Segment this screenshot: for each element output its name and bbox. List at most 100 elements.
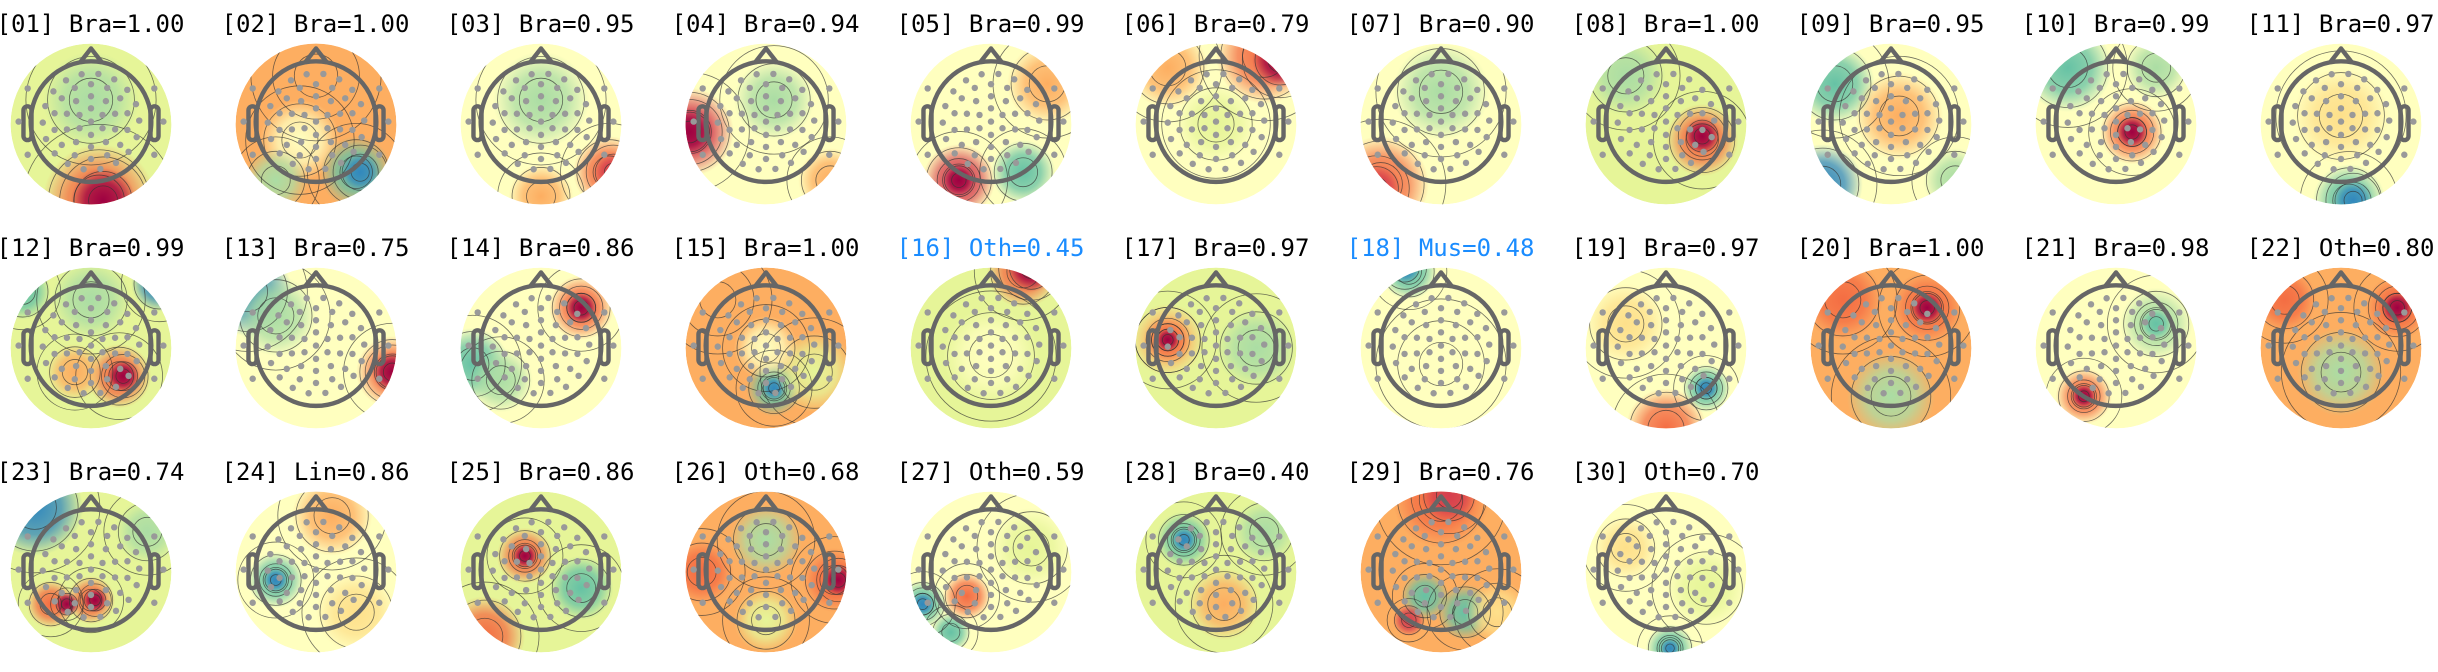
electrode bbox=[342, 543, 349, 550]
electrode bbox=[1625, 88, 1632, 95]
electrode bbox=[42, 102, 49, 110]
electrode bbox=[124, 86, 131, 94]
electrode bbox=[1229, 600, 1236, 607]
electrode bbox=[151, 151, 158, 158]
electrode bbox=[521, 376, 528, 383]
electrode bbox=[2274, 309, 2281, 316]
electrode bbox=[951, 350, 958, 358]
electrode bbox=[1904, 152, 1911, 159]
electrode bbox=[1449, 559, 1456, 567]
electrode bbox=[2321, 308, 2328, 316]
electrode bbox=[492, 326, 499, 334]
electrode bbox=[2349, 111, 2356, 119]
electrode bbox=[2089, 384, 2096, 392]
electrode bbox=[2326, 349, 2333, 356]
electrode bbox=[2308, 95, 2315, 102]
electrode bbox=[1176, 334, 1183, 341]
contour-line bbox=[49, 346, 101, 398]
electrode bbox=[987, 355, 995, 363]
electrode bbox=[762, 603, 770, 611]
electrode bbox=[87, 304, 95, 312]
nose-icon bbox=[78, 46, 104, 65]
electrode bbox=[1237, 159, 1245, 167]
electrode bbox=[2352, 97, 2360, 105]
electrode bbox=[1224, 125, 1231, 132]
left-ear-icon bbox=[1371, 328, 1384, 367]
electrode bbox=[1815, 342, 1822, 349]
electrode bbox=[1201, 125, 1208, 132]
electrode bbox=[1249, 86, 1256, 94]
electrode bbox=[717, 550, 724, 558]
electrode bbox=[786, 574, 794, 581]
electrode bbox=[513, 558, 521, 565]
electrode bbox=[714, 567, 721, 574]
field-blob bbox=[1854, 71, 1944, 161]
electrode bbox=[1454, 308, 1461, 316]
nose-icon bbox=[2328, 270, 2354, 289]
electrode bbox=[80, 614, 87, 621]
electrode bbox=[1437, 541, 1445, 548]
contour-line bbox=[1167, 523, 1201, 557]
electrode bbox=[1276, 309, 1283, 316]
electrode bbox=[2076, 374, 2083, 381]
electrode bbox=[939, 119, 946, 126]
electrode bbox=[1224, 111, 1231, 119]
electrode bbox=[514, 608, 521, 616]
electrode bbox=[513, 334, 521, 341]
electrode bbox=[537, 379, 545, 387]
electrode bbox=[2301, 334, 2308, 341]
electrode bbox=[1461, 558, 1469, 565]
electrode bbox=[87, 155, 95, 163]
electrode bbox=[1250, 596, 1257, 604]
electrode bbox=[762, 329, 770, 336]
component-title: [30] Oth=0.70 bbox=[1571, 458, 1760, 486]
left-ear-icon bbox=[2271, 328, 2284, 367]
electrode bbox=[726, 558, 733, 565]
electrode bbox=[1449, 335, 1456, 343]
electrode bbox=[971, 308, 978, 316]
nose-icon bbox=[528, 270, 554, 289]
electrode bbox=[762, 80, 770, 88]
electrode bbox=[267, 326, 274, 334]
contour-line bbox=[2070, 383, 2097, 410]
electrode bbox=[717, 135, 725, 143]
electrode bbox=[312, 80, 320, 88]
electrode bbox=[787, 383, 795, 391]
electrode bbox=[1708, 581, 1715, 589]
electrode bbox=[1430, 390, 1437, 397]
contour-line bbox=[485, 365, 516, 396]
electrode bbox=[1285, 566, 1292, 573]
electrode bbox=[1196, 600, 1203, 607]
electrode bbox=[1670, 518, 1677, 526]
electrode bbox=[1017, 141, 1024, 149]
electrode bbox=[1227, 545, 1235, 553]
electrode bbox=[1032, 548, 1040, 556]
contour-line bbox=[2078, 390, 2090, 403]
electrode bbox=[2362, 159, 2370, 167]
electrode bbox=[1227, 97, 1235, 105]
ica-component-15: [15] Bra=1.00 bbox=[653, 224, 878, 448]
electrode bbox=[1033, 133, 1040, 141]
electrode bbox=[1897, 165, 1904, 173]
electrode bbox=[1002, 97, 1010, 105]
electrode bbox=[124, 310, 131, 318]
electrode bbox=[751, 125, 758, 132]
electrode bbox=[987, 566, 995, 573]
electrode bbox=[1401, 374, 1408, 381]
ica-component-1: [01] Bra=1.00 bbox=[0, 0, 203, 224]
electrode bbox=[71, 308, 78, 316]
electrode bbox=[2149, 110, 2156, 117]
electrode bbox=[1646, 84, 1653, 92]
electrode bbox=[774, 125, 781, 132]
electrode bbox=[297, 138, 305, 146]
electrode bbox=[1242, 141, 1249, 149]
head-outline bbox=[21, 270, 161, 409]
electrode bbox=[2049, 151, 2056, 158]
electrode bbox=[283, 141, 290, 149]
electrode bbox=[24, 599, 31, 606]
electrode bbox=[1677, 97, 1685, 105]
contour-line bbox=[471, 350, 531, 410]
electrode bbox=[160, 342, 167, 349]
electrode bbox=[2337, 93, 2345, 100]
electrode bbox=[987, 379, 995, 387]
